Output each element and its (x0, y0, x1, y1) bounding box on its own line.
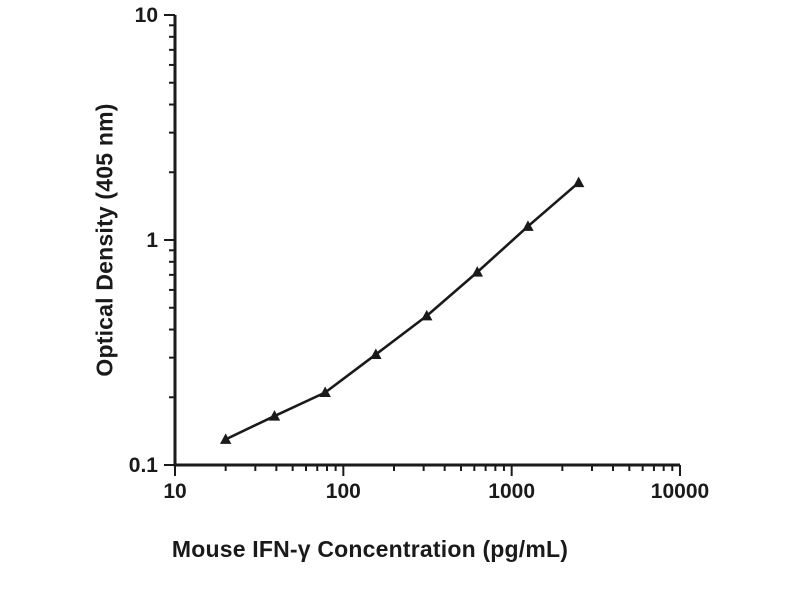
data-point-marker (268, 410, 281, 421)
x-tick-label: 10 (163, 480, 186, 503)
data-point-marker (522, 220, 534, 231)
x-tick-label: 100 (326, 480, 361, 503)
data-point-marker (572, 176, 585, 188)
data-series (219, 176, 585, 444)
data-point-marker (421, 309, 433, 321)
x-tick-label: 10000 (651, 480, 709, 503)
curve-line (224, 181, 580, 441)
y-axis-title: Optical Density (405 nm) (91, 103, 118, 377)
x-tick-label: 1000 (488, 480, 535, 503)
data-point-marker (370, 348, 382, 359)
y-tick-label: 1 (146, 229, 158, 252)
data-point-marker (319, 386, 331, 398)
y-tick-label: 10 (135, 4, 158, 27)
data-point-marker (471, 266, 484, 277)
x-axis-title: Mouse IFN-γ Concentration (pg/mL) (171, 536, 569, 562)
data-point-marker (219, 433, 232, 444)
tick-labels: 10 100 1000 10000 0.1 1 10 (129, 4, 709, 503)
tick-marks (164, 14, 681, 476)
axes (173, 15, 680, 467)
y-tick-label: 0.1 (129, 454, 159, 477)
